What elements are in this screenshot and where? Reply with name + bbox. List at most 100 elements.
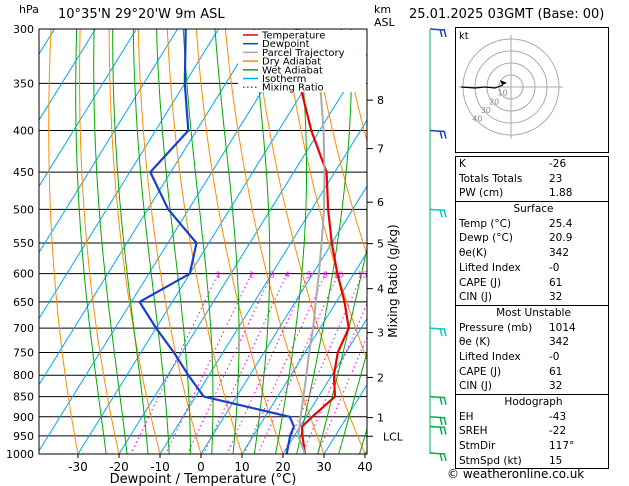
mixing-ratio-label: 15	[357, 271, 367, 280]
pressure-tick-label: 350	[13, 77, 34, 90]
temperature-line	[295, 29, 350, 454]
pressure-tick-label: 450	[13, 166, 34, 179]
km-tick-label: 2	[377, 371, 384, 384]
wet-adiabat-line	[155, 29, 191, 454]
dry-adiabat-line	[137, 29, 202, 454]
index-value: 61	[549, 276, 563, 289]
pressure-tick-label: 900	[13, 411, 34, 424]
index-value: 32	[549, 380, 563, 393]
index-label: Totals Totals	[459, 172, 523, 185]
index-row-totals: Totals Totals 23	[456, 172, 608, 187]
hodograph-row: StmDir 117°	[456, 439, 608, 454]
legend-entry: Dewpoint	[262, 39, 310, 50]
pressure-tick-label: 750	[13, 346, 34, 359]
index-label: Temp (°C)	[459, 217, 512, 230]
location-title: 10°35'N 29°20'W 9m ASL	[58, 7, 225, 22]
isotherm-line	[39, 29, 179, 254]
pressure-tick-label: 850	[13, 391, 34, 404]
hodograph-trace	[460, 84, 504, 89]
dry-adiabat-line	[48, 29, 79, 454]
legend-entry: Isotherm	[262, 74, 306, 85]
index-label: StmSpd (kt)	[459, 454, 522, 467]
index-value: 1014	[549, 321, 576, 334]
index-label: Lifted Index	[459, 350, 521, 363]
storm-motion-arrow-icon	[500, 80, 507, 85]
temperature-tick-label: -10	[150, 460, 170, 474]
wet-adiabat-line	[75, 29, 107, 454]
mixing-ratio-line	[243, 273, 326, 454]
legend-entry: Temperature	[261, 31, 325, 42]
mixing-ratio-label: 20	[375, 271, 385, 280]
pressure-tick-label: 300	[13, 23, 34, 36]
surface-row: Temp (°C) 25.4	[456, 217, 608, 232]
dry-adiabat-line	[253, 29, 366, 454]
index-label: CAPE (J)	[459, 276, 502, 289]
pressure-tick-label: 400	[13, 125, 34, 138]
wet-adiabat-line	[214, 29, 240, 454]
hodograph-frame	[455, 27, 609, 153]
index-row-k: K -26	[456, 157, 608, 172]
wet-adiabat-line	[112, 29, 149, 454]
wind-barb-icon	[429, 28, 447, 38]
index-value: -0	[549, 261, 560, 274]
dry-adiabat-line	[341, 29, 367, 144]
most-unstable-section-title: Most Unstable	[456, 304, 608, 321]
most-unstable-row: θe (K) 342	[456, 335, 608, 350]
temperature-tick-label: 0	[197, 460, 205, 474]
hodograph-section-title: Hodograph	[456, 394, 608, 410]
mixing-ratio-line	[226, 273, 310, 454]
dry-adiabat-line	[622, 5, 629, 472]
surface-row: Dewp (°C) 20.9	[456, 231, 608, 246]
pressure-tick-label: 650	[13, 296, 34, 309]
asl-label: ASL	[374, 16, 395, 29]
index-label: EH	[459, 410, 474, 423]
index-label: θe (K)	[459, 336, 491, 349]
isotherm-line	[241, 251, 367, 454]
index-label: θe(K)	[459, 247, 487, 260]
index-label: SREH	[459, 425, 488, 438]
mixing-ratio-label: 8	[323, 271, 328, 280]
index-label: CAPE (J)	[459, 365, 502, 378]
hodograph-row: SREH -22	[456, 424, 608, 439]
index-label: CIN (J)	[459, 380, 492, 393]
index-value: 32	[549, 291, 563, 304]
pressure-tick-label: 700	[13, 322, 34, 335]
dry-adiabat-line	[108, 29, 161, 454]
surface-row: Lifted Index -0	[456, 261, 608, 276]
isotherm-line	[39, 29, 220, 320]
index-value: 117°	[549, 440, 575, 453]
mixing-ratio-line	[316, 335, 367, 454]
index-label: CIN (J)	[459, 291, 492, 304]
pressure-tick-label: 800	[13, 369, 34, 382]
hodograph-row: EH -43	[456, 410, 608, 425]
pressure-unit-label: hPa	[19, 3, 39, 16]
pressure-tick-label: 500	[13, 203, 34, 216]
dry-adiabat-line	[312, 29, 367, 257]
km-tick-label: 3	[377, 327, 384, 340]
temperature-tick-label: 10	[234, 460, 249, 474]
hodograph-ring-label: 40	[472, 115, 482, 124]
dry-adiabat-line	[195, 29, 284, 454]
temperature-tick-label: -20	[109, 460, 129, 474]
isotherm-line	[282, 317, 367, 454]
pressure-tick-label: 1000	[6, 448, 34, 461]
temperature-tick-label: -30	[68, 460, 88, 474]
pressure-tick-label: 550	[13, 237, 34, 250]
index-label: K	[459, 158, 466, 170]
index-value: 25.4	[549, 217, 573, 230]
temperature-tick-label: 30	[316, 460, 331, 474]
isotherm-line	[323, 383, 367, 454]
hodograph-unit-label: kt	[459, 31, 469, 42]
km-tick-label: 7	[377, 143, 384, 156]
legend-box	[238, 30, 366, 92]
wind-barb-icon	[429, 452, 447, 462]
wet-adiabat-line	[338, 350, 367, 454]
isotherm-line	[39, 29, 56, 55]
km-tick-label: 6	[377, 196, 384, 209]
most-unstable-row: CAPE (J) 61	[456, 365, 608, 380]
index-value: 15	[549, 454, 563, 467]
wet-adiabat-line	[132, 29, 170, 454]
dry-adiabat-line	[224, 29, 325, 454]
isotherm-line	[159, 119, 367, 454]
